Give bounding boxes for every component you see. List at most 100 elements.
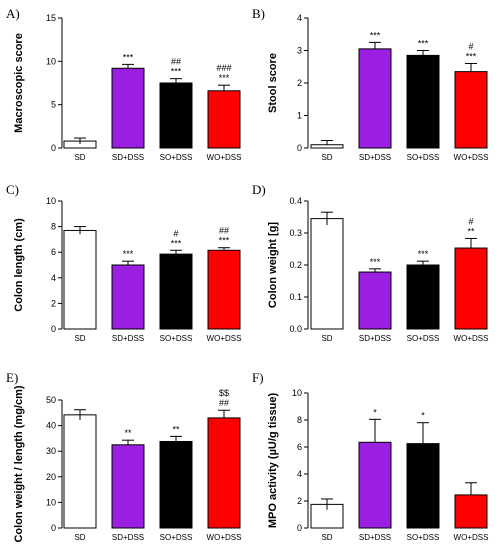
bar-so-dss xyxy=(159,82,193,149)
y-tick-label: 0.2 xyxy=(289,260,302,270)
x-tick-label: SD xyxy=(74,334,85,343)
y-tick-label: 0.4 xyxy=(289,196,302,206)
x-tick-label: SO+DSS xyxy=(160,153,193,162)
y-tick-label: 6 xyxy=(51,247,56,257)
significance-marker: *** xyxy=(370,30,381,40)
bar-so-dss xyxy=(159,253,193,330)
x-tick-label: SD xyxy=(74,533,85,542)
x-tick-label: SD+DSS xyxy=(359,334,391,343)
x-tick-label: WO+DSS xyxy=(454,533,489,542)
significance-marker: *** xyxy=(171,238,182,248)
y-tick-label: 0 xyxy=(297,523,302,533)
x-tick-label: SD xyxy=(321,334,332,343)
y-tick-label: 4 xyxy=(297,469,302,479)
y-tick-label: 0.1 xyxy=(289,292,302,302)
y-tick-label: 0 xyxy=(51,523,56,533)
panel-label: E) xyxy=(6,370,18,385)
y-axis-label: Colon length (cm) xyxy=(13,218,25,312)
significance-marker: ** xyxy=(124,428,132,438)
bar-sd-dss xyxy=(358,271,392,330)
panel-2: B)Stool score01234SD***SD+DSS***SO+DSS#*… xyxy=(252,6,488,162)
y-tick-label: 6 xyxy=(297,442,302,452)
y-axis-label: Stool score xyxy=(267,53,279,113)
y-tick-label: 10 xyxy=(46,196,56,206)
x-tick-label: SO+DSS xyxy=(407,153,440,162)
significance-marker: ## xyxy=(171,57,181,67)
y-tick-label: 0 xyxy=(51,143,56,153)
x-tick-label: SD xyxy=(321,533,332,542)
significance-marker: * xyxy=(421,411,425,421)
x-tick-label: WO+DSS xyxy=(454,334,489,343)
y-axis-label: Colon weight [g] xyxy=(267,222,279,308)
y-tick-label: 10 xyxy=(46,497,56,507)
x-tick-label: WO+DSS xyxy=(207,533,242,542)
significance-marker: *** xyxy=(123,249,134,259)
bar-so-dss xyxy=(159,440,193,529)
significance-marker: $$ xyxy=(219,388,229,398)
significance-marker: *** xyxy=(219,73,230,83)
significance-marker: ### xyxy=(216,63,231,73)
x-tick-label: SD+DSS xyxy=(112,334,144,343)
y-tick-label: 4 xyxy=(297,13,302,23)
x-tick-label: SD+DSS xyxy=(359,533,391,542)
bar-sd-dss xyxy=(358,48,392,149)
bar-wo-dss xyxy=(207,249,241,330)
significance-marker: *** xyxy=(123,52,134,62)
y-tick-label: 2 xyxy=(51,298,56,308)
bar-so-dss xyxy=(406,54,440,149)
x-tick-label: SD xyxy=(74,153,85,162)
bar-sd xyxy=(63,414,97,529)
y-tick-label: 0.3 xyxy=(289,228,302,238)
panel-label: B) xyxy=(252,6,265,21)
y-tick-label: 3 xyxy=(297,46,302,56)
y-tick-label: 2 xyxy=(297,496,302,506)
panel-label: F) xyxy=(252,370,264,385)
bar-sd xyxy=(63,229,97,330)
x-tick-label: SD+DSS xyxy=(112,533,144,542)
x-tick-label: SO+DSS xyxy=(407,533,440,542)
y-tick-label: 2 xyxy=(297,78,302,88)
x-tick-label: SO+DSS xyxy=(160,334,193,343)
significance-marker: *** xyxy=(370,257,381,267)
panel-label: D) xyxy=(252,182,266,197)
significance-marker: ** xyxy=(467,226,475,236)
x-tick-label: SD xyxy=(321,153,332,162)
panel-3: C)Colon length (cm)0246810SD***SD+DSS#**… xyxy=(6,182,241,343)
bar-so-dss xyxy=(406,443,440,529)
y-tick-label: 8 xyxy=(51,222,56,232)
bar-sd-dss xyxy=(111,264,145,330)
y-tick-label: 10 xyxy=(292,388,302,398)
bar-sd-dss xyxy=(358,441,392,529)
y-tick-label: 20 xyxy=(46,472,56,482)
y-tick-label: 50 xyxy=(46,395,56,405)
y-tick-label: 1 xyxy=(297,111,302,121)
y-tick-label: 5 xyxy=(51,100,56,110)
y-tick-label: 4 xyxy=(51,273,56,283)
x-tick-label: SO+DSS xyxy=(407,334,440,343)
y-tick-label: 0.0 xyxy=(289,324,302,334)
significance-marker: ** xyxy=(172,424,180,434)
significance-marker: * xyxy=(373,407,377,417)
y-tick-label: 30 xyxy=(46,446,56,456)
bar-wo-dss xyxy=(454,494,488,529)
significance-marker: *** xyxy=(466,52,477,62)
significance-marker: *** xyxy=(418,249,429,259)
x-tick-label: SD+DSS xyxy=(359,153,391,162)
significance-marker: *** xyxy=(171,67,182,77)
panel-label: C) xyxy=(6,182,19,197)
bar-wo-dss xyxy=(454,247,488,330)
bar-wo-dss xyxy=(207,417,241,529)
panel-label: A) xyxy=(6,6,20,21)
y-tick-label: 10 xyxy=(46,56,56,66)
x-tick-label: SO+DSS xyxy=(160,533,193,542)
significance-marker: *** xyxy=(418,39,429,49)
panel-1: A)Macroscopic score051015SD***SD+DSS##**… xyxy=(6,6,241,162)
x-tick-label: WO+DSS xyxy=(454,153,489,162)
bar-sd-dss xyxy=(111,67,145,149)
x-tick-label: WO+DSS xyxy=(207,334,242,343)
y-tick-label: 40 xyxy=(46,421,56,431)
panel-6: F)MPO activity (µU/g tissue) 0 2 4 6 8 10 SD * SD… xyxy=(252,370,488,542)
significance-marker: # xyxy=(468,216,473,226)
significance-marker: # xyxy=(468,42,473,52)
